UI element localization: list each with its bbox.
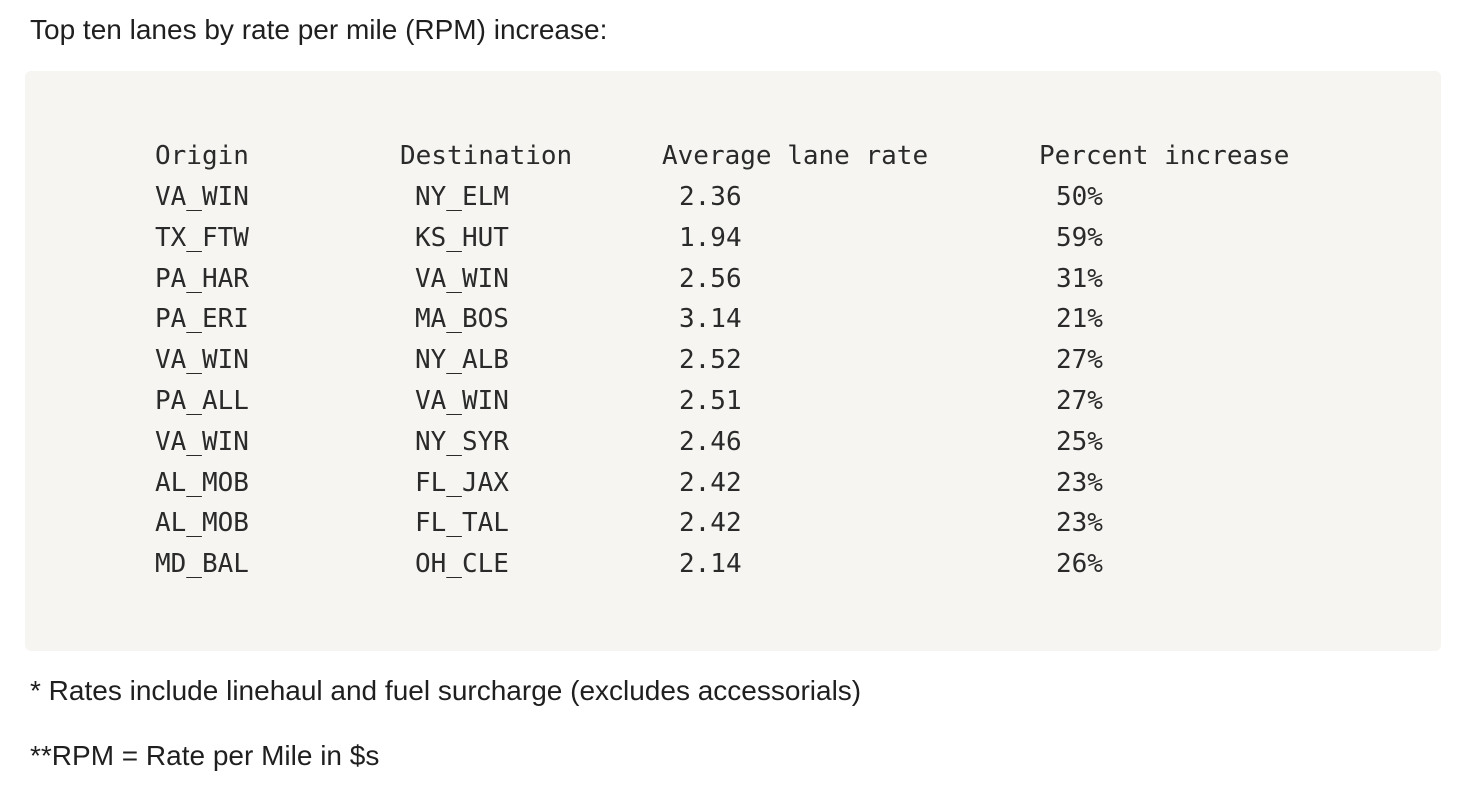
cell-destination: OH_CLE — [415, 549, 509, 580]
cell-origin: AL_MOB — [155, 508, 249, 539]
cell-percent-increase: 31% — [1056, 263, 1103, 294]
cell-origin: PA_ERI — [155, 304, 249, 335]
cell-destination: MA_BOS — [415, 304, 509, 335]
cell-average-rate: 3.14 — [679, 304, 742, 335]
cell-origin: TX_FTW — [155, 222, 249, 253]
cell-destination: FL_TAL — [415, 508, 509, 539]
cell-percent-increase: 26% — [1056, 549, 1103, 580]
cell-percent-increase: 27% — [1056, 345, 1103, 376]
cell-percent-increase: 59% — [1056, 222, 1103, 253]
cell-average-rate: 2.51 — [679, 386, 742, 416]
code-block-table: Origin Destination Average lane rate Per… — [25, 71, 1441, 651]
cell-origin: VA_WIN — [155, 426, 249, 457]
cell-percent-increase: 23% — [1056, 467, 1103, 498]
cell-percent-increase: 50% — [1056, 182, 1103, 212]
header-destination: Destination — [400, 141, 573, 171]
footnote-rates: * Rates include linehaul and fuel surcha… — [30, 675, 862, 706]
cell-average-rate: 2.56 — [679, 263, 742, 294]
cell-average-rate: 1.94 — [679, 222, 742, 253]
cell-average-rate: 2.52 — [679, 345, 742, 376]
cell-origin: PA_ALL — [155, 386, 249, 416]
cell-origin: PA_HAR — [155, 263, 249, 294]
cell-destination: VA_WIN — [415, 386, 509, 416]
footnote-rpm: **RPM = Rate per Mile in $s — [30, 740, 380, 771]
cell-average-rate: 2.42 — [679, 508, 742, 539]
cell-percent-increase: 27% — [1056, 386, 1103, 416]
cell-average-rate: 2.42 — [679, 467, 742, 498]
cell-percent-increase: 21% — [1056, 304, 1103, 335]
cell-origin: VA_WIN — [155, 345, 249, 376]
cell-origin: AL_MOB — [155, 467, 249, 498]
cell-origin: MD_BAL — [155, 549, 249, 580]
cell-percent-increase: 23% — [1056, 508, 1103, 539]
header-percent-increase: Percent increase — [1039, 141, 1290, 171]
cell-destination: NY_ALB — [415, 345, 509, 376]
cell-destination: FL_JAX — [415, 467, 509, 498]
cell-percent-increase: 25% — [1056, 426, 1103, 457]
cell-origin: VA_WIN — [155, 182, 249, 212]
cell-destination: VA_WIN — [415, 263, 509, 294]
header-average-rate: Average lane rate — [662, 141, 929, 171]
cell-average-rate: 2.46 — [679, 426, 742, 457]
cell-average-rate: 2.14 — [679, 549, 742, 580]
cell-average-rate: 2.36 — [679, 182, 742, 212]
section-heading: Top ten lanes by rate per mile (RPM) inc… — [30, 14, 608, 45]
header-origin: Origin — [155, 141, 249, 171]
cell-destination: NY_ELM — [415, 182, 509, 212]
cell-destination: NY_SYR — [415, 426, 509, 457]
cell-destination: KS_HUT — [415, 222, 509, 253]
